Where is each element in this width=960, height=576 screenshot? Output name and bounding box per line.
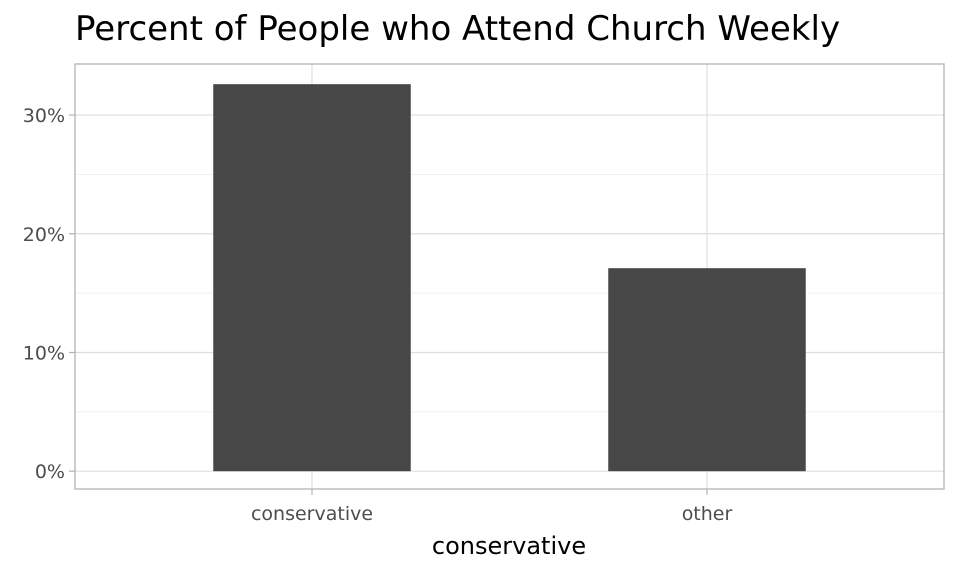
bar-other <box>608 268 806 472</box>
x-axis: conservative other <box>251 489 733 525</box>
y-tick-label: 30% <box>23 105 65 127</box>
x-axis-title: conservative <box>432 532 586 560</box>
y-axis: 0% 10% 20% 30% <box>23 105 75 483</box>
x-tick-label: other <box>682 503 733 525</box>
chart-title: Percent of People who Attend Church Week… <box>75 9 840 49</box>
minor-gridlines <box>75 174 944 413</box>
y-tick-label: 0% <box>35 461 65 483</box>
y-tick-label: 10% <box>23 342 65 364</box>
major-gridlines <box>75 64 944 489</box>
x-tick-label: conservative <box>251 503 373 525</box>
bar-conservative <box>213 84 411 472</box>
plot-panel-border <box>74 63 945 490</box>
y-tick-label: 20% <box>23 224 65 246</box>
bars <box>213 84 806 472</box>
